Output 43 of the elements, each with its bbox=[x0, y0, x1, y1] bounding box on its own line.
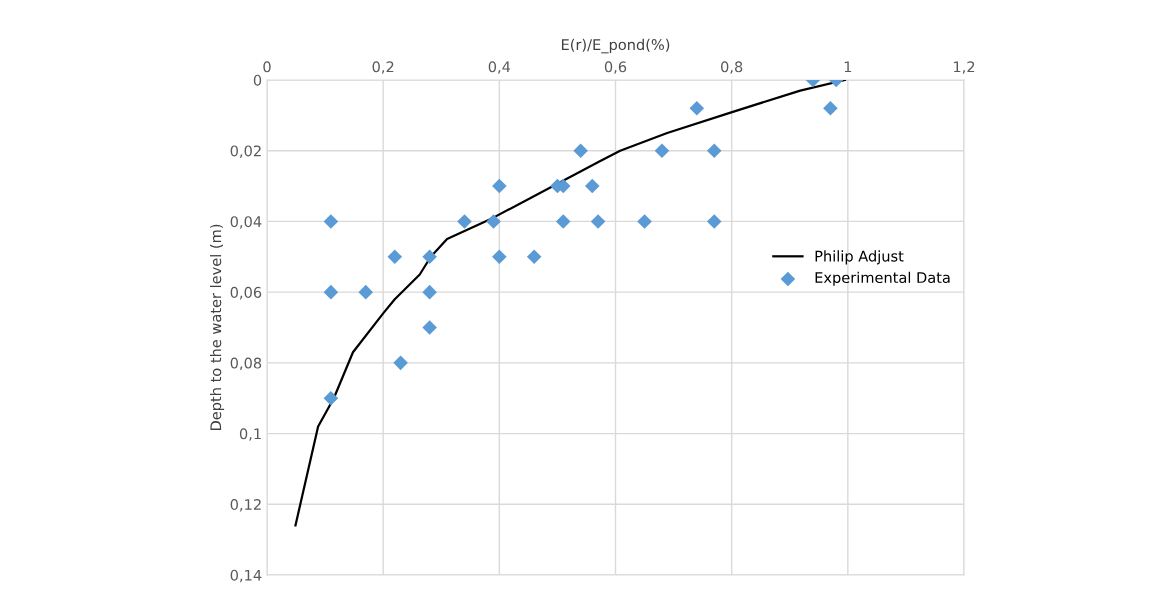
point bbox=[555, 214, 571, 229]
x-tick-label: 0,4 bbox=[488, 61, 511, 74]
x-tick-label: 0,6 bbox=[604, 61, 627, 74]
point bbox=[358, 284, 374, 300]
x-axis-title: E(r)/E_pond(%) bbox=[561, 38, 670, 54]
y-tick-label: 0,08 bbox=[230, 357, 262, 371]
point bbox=[492, 178, 507, 194]
point bbox=[393, 355, 408, 371]
y-tick-label: 0,04 bbox=[230, 216, 262, 229]
point bbox=[526, 249, 542, 265]
y-tick-label: 0 bbox=[253, 74, 262, 86]
x-tick-label: 0,8 bbox=[721, 61, 743, 74]
point bbox=[573, 143, 588, 158]
point bbox=[584, 178, 600, 194]
point bbox=[492, 249, 507, 265]
y-axis-title: Depth to the water level (m) bbox=[210, 224, 225, 431]
point bbox=[706, 143, 722, 158]
x-tick-label: 1 bbox=[844, 61, 852, 73]
point bbox=[457, 214, 472, 229]
point bbox=[637, 214, 652, 229]
y-tick-label: 0,12 bbox=[230, 499, 261, 512]
point bbox=[654, 143, 670, 158]
point bbox=[323, 284, 339, 300]
point bbox=[706, 214, 722, 229]
y-tick-label: 0,1 bbox=[239, 428, 261, 441]
y-tick-label: 0,02 bbox=[230, 145, 261, 158]
point bbox=[387, 249, 403, 265]
point bbox=[422, 249, 437, 265]
point bbox=[590, 214, 606, 229]
point bbox=[689, 101, 705, 116]
point bbox=[422, 320, 437, 335]
point bbox=[323, 390, 339, 406]
y-tick-label: 0,14 bbox=[230, 569, 262, 583]
y-tick-label: 0,06 bbox=[230, 286, 262, 300]
point bbox=[323, 214, 339, 229]
x-tick-label: 0,2 bbox=[372, 61, 394, 74]
point bbox=[823, 101, 838, 116]
point bbox=[422, 284, 437, 300]
legend-label: Philip Adjust bbox=[815, 250, 904, 265]
point bbox=[486, 214, 501, 229]
x-tick-label: 0 bbox=[263, 61, 271, 73]
x-tick-label: 1,2 bbox=[954, 61, 975, 74]
legend-label: Experimental Data bbox=[815, 271, 950, 286]
